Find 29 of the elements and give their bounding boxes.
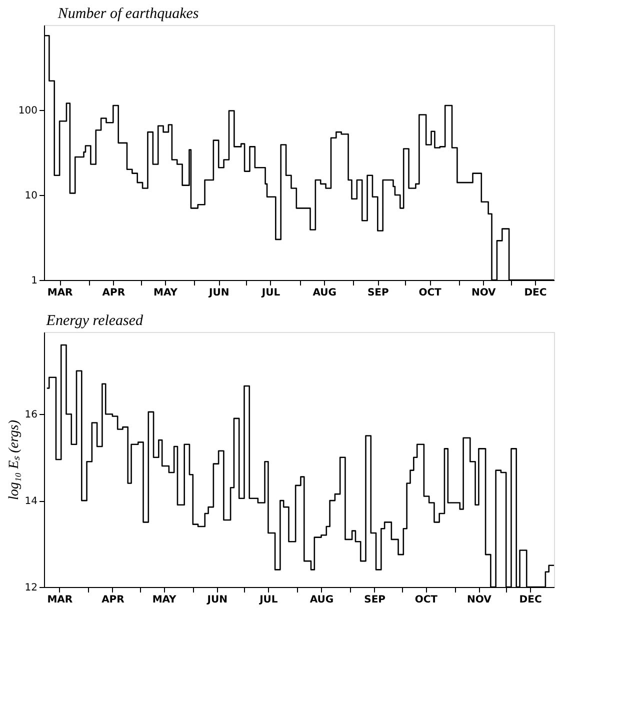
- x-tick-label: APR: [102, 594, 125, 606]
- x-tick-label: JUL: [260, 288, 281, 298]
- y-axis-title: log₁₀ Eₛ (ergs): [6, 420, 22, 500]
- x-tick-label: AUG: [310, 594, 334, 606]
- x-tick-label: APR: [102, 288, 126, 298]
- y-tick-label: 1: [31, 276, 38, 286]
- y-tick-label: 16: [24, 410, 38, 421]
- x-tick-label: JUN: [208, 288, 230, 298]
- x-tick-label: MAY: [152, 594, 178, 606]
- x-tick-label: OCT: [418, 288, 442, 298]
- x-tick-label: JUN: [206, 594, 228, 606]
- y-tick-label: 14: [24, 496, 38, 508]
- x-tick-label: SEP: [364, 594, 386, 606]
- x-tick-label: SEP: [367, 288, 389, 298]
- x-tick-label: MAR: [47, 594, 73, 606]
- x-tick-label: AUG: [312, 288, 336, 298]
- y-tick-label: 12: [24, 582, 38, 594]
- x-tick-label: MAY: [154, 288, 178, 298]
- y-tick-label: 10: [24, 190, 38, 202]
- y-tick-label: 100: [18, 106, 38, 116]
- x-tick-label: JUL: [258, 594, 278, 606]
- chart-title: Energy released: [45, 313, 144, 329]
- chart-title: Number of earthquakes: [56, 6, 199, 22]
- x-tick-label: OCT: [414, 594, 438, 606]
- x-tick-label: DEC: [524, 288, 547, 298]
- x-tick-label: MAR: [47, 288, 74, 298]
- x-tick-label: DEC: [519, 594, 542, 606]
- x-tick-label: NOV: [471, 288, 496, 298]
- x-tick-label: NOV: [467, 594, 492, 606]
